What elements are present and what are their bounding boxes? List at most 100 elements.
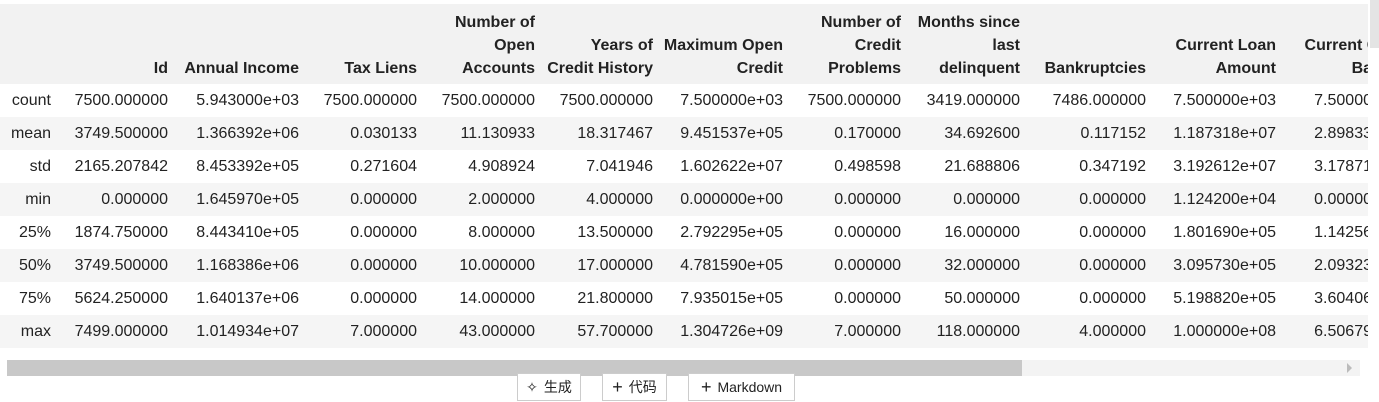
row-label: mean: [10, 125, 51, 142]
table-cell: 0.000000e+00: [680, 191, 783, 208]
table-cell: 0.000000: [350, 257, 417, 274]
table-cell: 0.000000: [350, 224, 417, 241]
column-header: Number of Open Accounts: [455, 14, 535, 77]
scroll-arrow[interactable]: [1346, 363, 1354, 373]
table-cell: 1.14256: [1314, 224, 1368, 241]
table-cell: 3419.000000: [926, 92, 1020, 109]
column-header: Id: [153, 60, 168, 77]
table-cell: 18.317467: [577, 125, 653, 142]
table-cell: 2.89833: [1314, 125, 1368, 142]
table-cell: 0.000000: [350, 191, 417, 208]
column-header: Tax Liens: [344, 60, 417, 77]
table-cell: 1.124200e+04: [1173, 191, 1276, 208]
table-cell: 0.170000: [834, 125, 901, 142]
table-cell: 0.000000: [350, 290, 417, 307]
table-cell: 7499.000000: [74, 323, 168, 340]
table-cell: 7.000000: [350, 323, 417, 340]
table-cell: 7486.000000: [1052, 92, 1146, 109]
table-cell: 3.095730e+05: [1173, 257, 1276, 274]
table-cell: 21.688806: [944, 158, 1020, 175]
table-cell: 118.000000: [936, 323, 1020, 340]
table-cell: 8.443410e+05: [196, 224, 299, 241]
table-cell: 0.000000: [834, 257, 901, 274]
header-bg: [0, 4, 1368, 84]
row-label: count: [11, 92, 51, 109]
table-cell: 57.700000: [577, 323, 653, 340]
column-header: Annual Income: [184, 60, 299, 77]
table-cell: 8.453392e+05: [196, 158, 299, 175]
table-cell: 7.50000: [1314, 92, 1368, 109]
table-cell: 0.000000: [834, 191, 901, 208]
row-bg: [0, 315, 1368, 348]
table-cell: 17.000000: [577, 257, 653, 274]
icon: +: [612, 376, 623, 397]
table-cell: 0.498598: [834, 158, 901, 175]
column-header: Number of Credit Problems: [821, 14, 901, 77]
h-scrollbar-thumb[interactable]: [7, 360, 1022, 376]
button-label: 代码: [628, 379, 657, 395]
v-scrollbar: [1370, 0, 1379, 48]
table-cell: 3749.500000: [74, 125, 168, 142]
table-cell: 32.000000: [944, 257, 1020, 274]
table-cell: 7.500000e+03: [1173, 92, 1276, 109]
row-label: max: [20, 323, 51, 340]
table-cell: 0.000000: [1079, 290, 1146, 307]
table-cell: 1.304726e+09: [680, 323, 783, 340]
table-cell: 16.000000: [944, 224, 1020, 241]
add-markdown-button[interactable]: + Markdown: [688, 373, 795, 401]
describe-table: Id Annual Income Tax Liens Number of Open A…: [0, 4, 1368, 348]
table-cell: 5.198820e+05: [1173, 290, 1276, 307]
row-bg: [0, 249, 1368, 282]
table-cell: 0.000000: [1079, 191, 1146, 208]
table-cell: 7.041946: [586, 158, 653, 175]
table-cell: 7.935015e+05: [680, 290, 783, 307]
row-label: 50%: [18, 257, 51, 274]
button-label: Markdown: [717, 379, 783, 395]
table-cell: 9.451537e+05: [680, 125, 783, 142]
table-cell: 2.000000: [468, 191, 535, 208]
table-cell: 7500.000000: [807, 92, 901, 109]
table-cell: 21.800000: [577, 290, 653, 307]
table-cell: 1.801690e+05: [1173, 224, 1276, 241]
table-cell: 4.000000: [586, 191, 653, 208]
table-cell: 7500.000000: [559, 92, 653, 109]
table-cell: 1874.750000: [74, 224, 168, 241]
table-cell: 43.000000: [459, 323, 535, 340]
table-cell: 3.60406: [1314, 290, 1368, 307]
table-cell: 1.640137e+06: [196, 290, 299, 307]
table-cell: 0.000000: [834, 224, 901, 241]
column-header: Bankruptcies: [1044, 60, 1146, 77]
row-bg: [0, 84, 1368, 117]
row-bg: [0, 150, 1368, 183]
table-cell: 0.347192: [1079, 158, 1146, 175]
generate-button[interactable]: ✧ 生成: [517, 373, 581, 401]
column-header: Current Loan Amount: [1175, 37, 1276, 77]
table-cell: 0.000000: [101, 191, 168, 208]
table-cell: 10.000000: [459, 257, 535, 274]
table-cell: 0.271604: [350, 158, 417, 175]
table-cell: 1.014934e+07: [196, 323, 299, 340]
row-label: min: [25, 191, 51, 208]
table-cell: 3749.500000: [74, 257, 168, 274]
table-cell: 4.781590e+05: [680, 257, 783, 274]
row-bg: [0, 216, 1368, 249]
row-label: 25%: [18, 224, 51, 241]
table-cell: 5.943000e+03: [196, 92, 299, 109]
table-cell: 14.000000: [459, 290, 535, 307]
add-code-button[interactable]: + 代码: [602, 373, 667, 401]
table-cell: 0.000000: [834, 290, 901, 307]
table-cell: 7500.000000: [74, 92, 168, 109]
table-cell: 5624.250000: [74, 290, 168, 307]
table-cell: 1.187318e+07: [1173, 125, 1276, 142]
table-cell: 3.192612e+07: [1173, 158, 1276, 175]
icon: +: [700, 376, 712, 397]
table-cell: 1.602622e+07: [680, 158, 783, 175]
icon: ✧: [526, 378, 538, 395]
table-cell: 7500.000000: [323, 92, 417, 109]
table-cell: 11.130933: [460, 125, 535, 142]
table-cell: 8.000000: [468, 224, 535, 241]
table-cell: 4.908924: [468, 158, 535, 175]
table-cell: 0.000000: [953, 191, 1020, 208]
table-cell: 0.000000: [1079, 224, 1146, 241]
